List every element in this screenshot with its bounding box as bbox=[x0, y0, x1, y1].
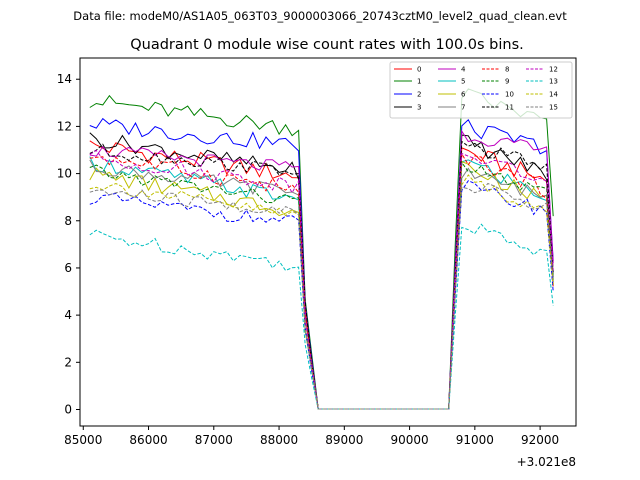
series-line-15 bbox=[89, 182, 554, 410]
legend-label-5: 5 bbox=[461, 78, 465, 86]
y-tick-label: 10 bbox=[57, 167, 72, 181]
x-tick-label: 91000 bbox=[456, 433, 494, 447]
legend-label-11: 11 bbox=[505, 104, 514, 112]
legend-label-10: 10 bbox=[505, 91, 514, 99]
chart-title: Quadrant 0 module wise count rates with … bbox=[130, 37, 524, 53]
plot-border bbox=[79, 57, 577, 427]
y-axis: 0 2 4 6 8 10 12 14 bbox=[57, 72, 80, 416]
x-tick-label: 88000 bbox=[260, 433, 298, 447]
x-offset-label: +3.021e8 bbox=[517, 455, 576, 469]
legend-frame bbox=[389, 61, 573, 119]
legend-label-7: 7 bbox=[461, 104, 465, 112]
legend-label-4: 4 bbox=[461, 66, 466, 74]
legend-label-12: 12 bbox=[549, 66, 558, 74]
data-file-label: Data file: modeM0/AS1A05_063T03_90000030… bbox=[73, 9, 567, 23]
series-line-11 bbox=[89, 140, 554, 410]
y-tick-label: 2 bbox=[64, 355, 72, 369]
x-tick-label: 90000 bbox=[390, 433, 428, 447]
x-tick-label: 85000 bbox=[64, 433, 102, 447]
series-line-13 bbox=[89, 223, 554, 410]
legend-label-9: 9 bbox=[505, 78, 509, 86]
legend-label-13: 13 bbox=[549, 78, 558, 86]
legend-label-6: 6 bbox=[461, 91, 466, 99]
y-tick-label: 8 bbox=[64, 214, 72, 228]
legend-label-1: 1 bbox=[417, 78, 421, 86]
plot-frame bbox=[80, 58, 576, 426]
series-layer bbox=[89, 88, 554, 410]
y-tick-label: 0 bbox=[64, 402, 72, 416]
y-tick-label: 14 bbox=[57, 72, 72, 86]
x-tick-label: 87000 bbox=[195, 433, 233, 447]
legend-label-8: 8 bbox=[505, 66, 509, 74]
y-tick-label: 6 bbox=[64, 261, 72, 275]
x-tick-label: 86000 bbox=[129, 433, 167, 447]
legend-label-0: 0 bbox=[417, 66, 421, 74]
legend-label-2: 2 bbox=[417, 91, 421, 99]
x-axis: 85000 86000 87000 88000 89000 90000 91000 92000 bbox=[64, 426, 559, 447]
legend-label-3: 3 bbox=[417, 104, 421, 112]
plot-area: 85000 86000 87000 88000 89000 90000 91000 92000… bbox=[57, 57, 577, 447]
x-tick-label: 92000 bbox=[521, 433, 559, 447]
y-tick-label: 12 bbox=[57, 119, 72, 133]
y-tick-label: 4 bbox=[64, 308, 72, 322]
legend-label-14: 14 bbox=[549, 91, 558, 99]
legend-label-15: 15 bbox=[549, 104, 558, 112]
series-line-14 bbox=[89, 174, 554, 410]
x-tick-label: 89000 bbox=[325, 433, 363, 447]
